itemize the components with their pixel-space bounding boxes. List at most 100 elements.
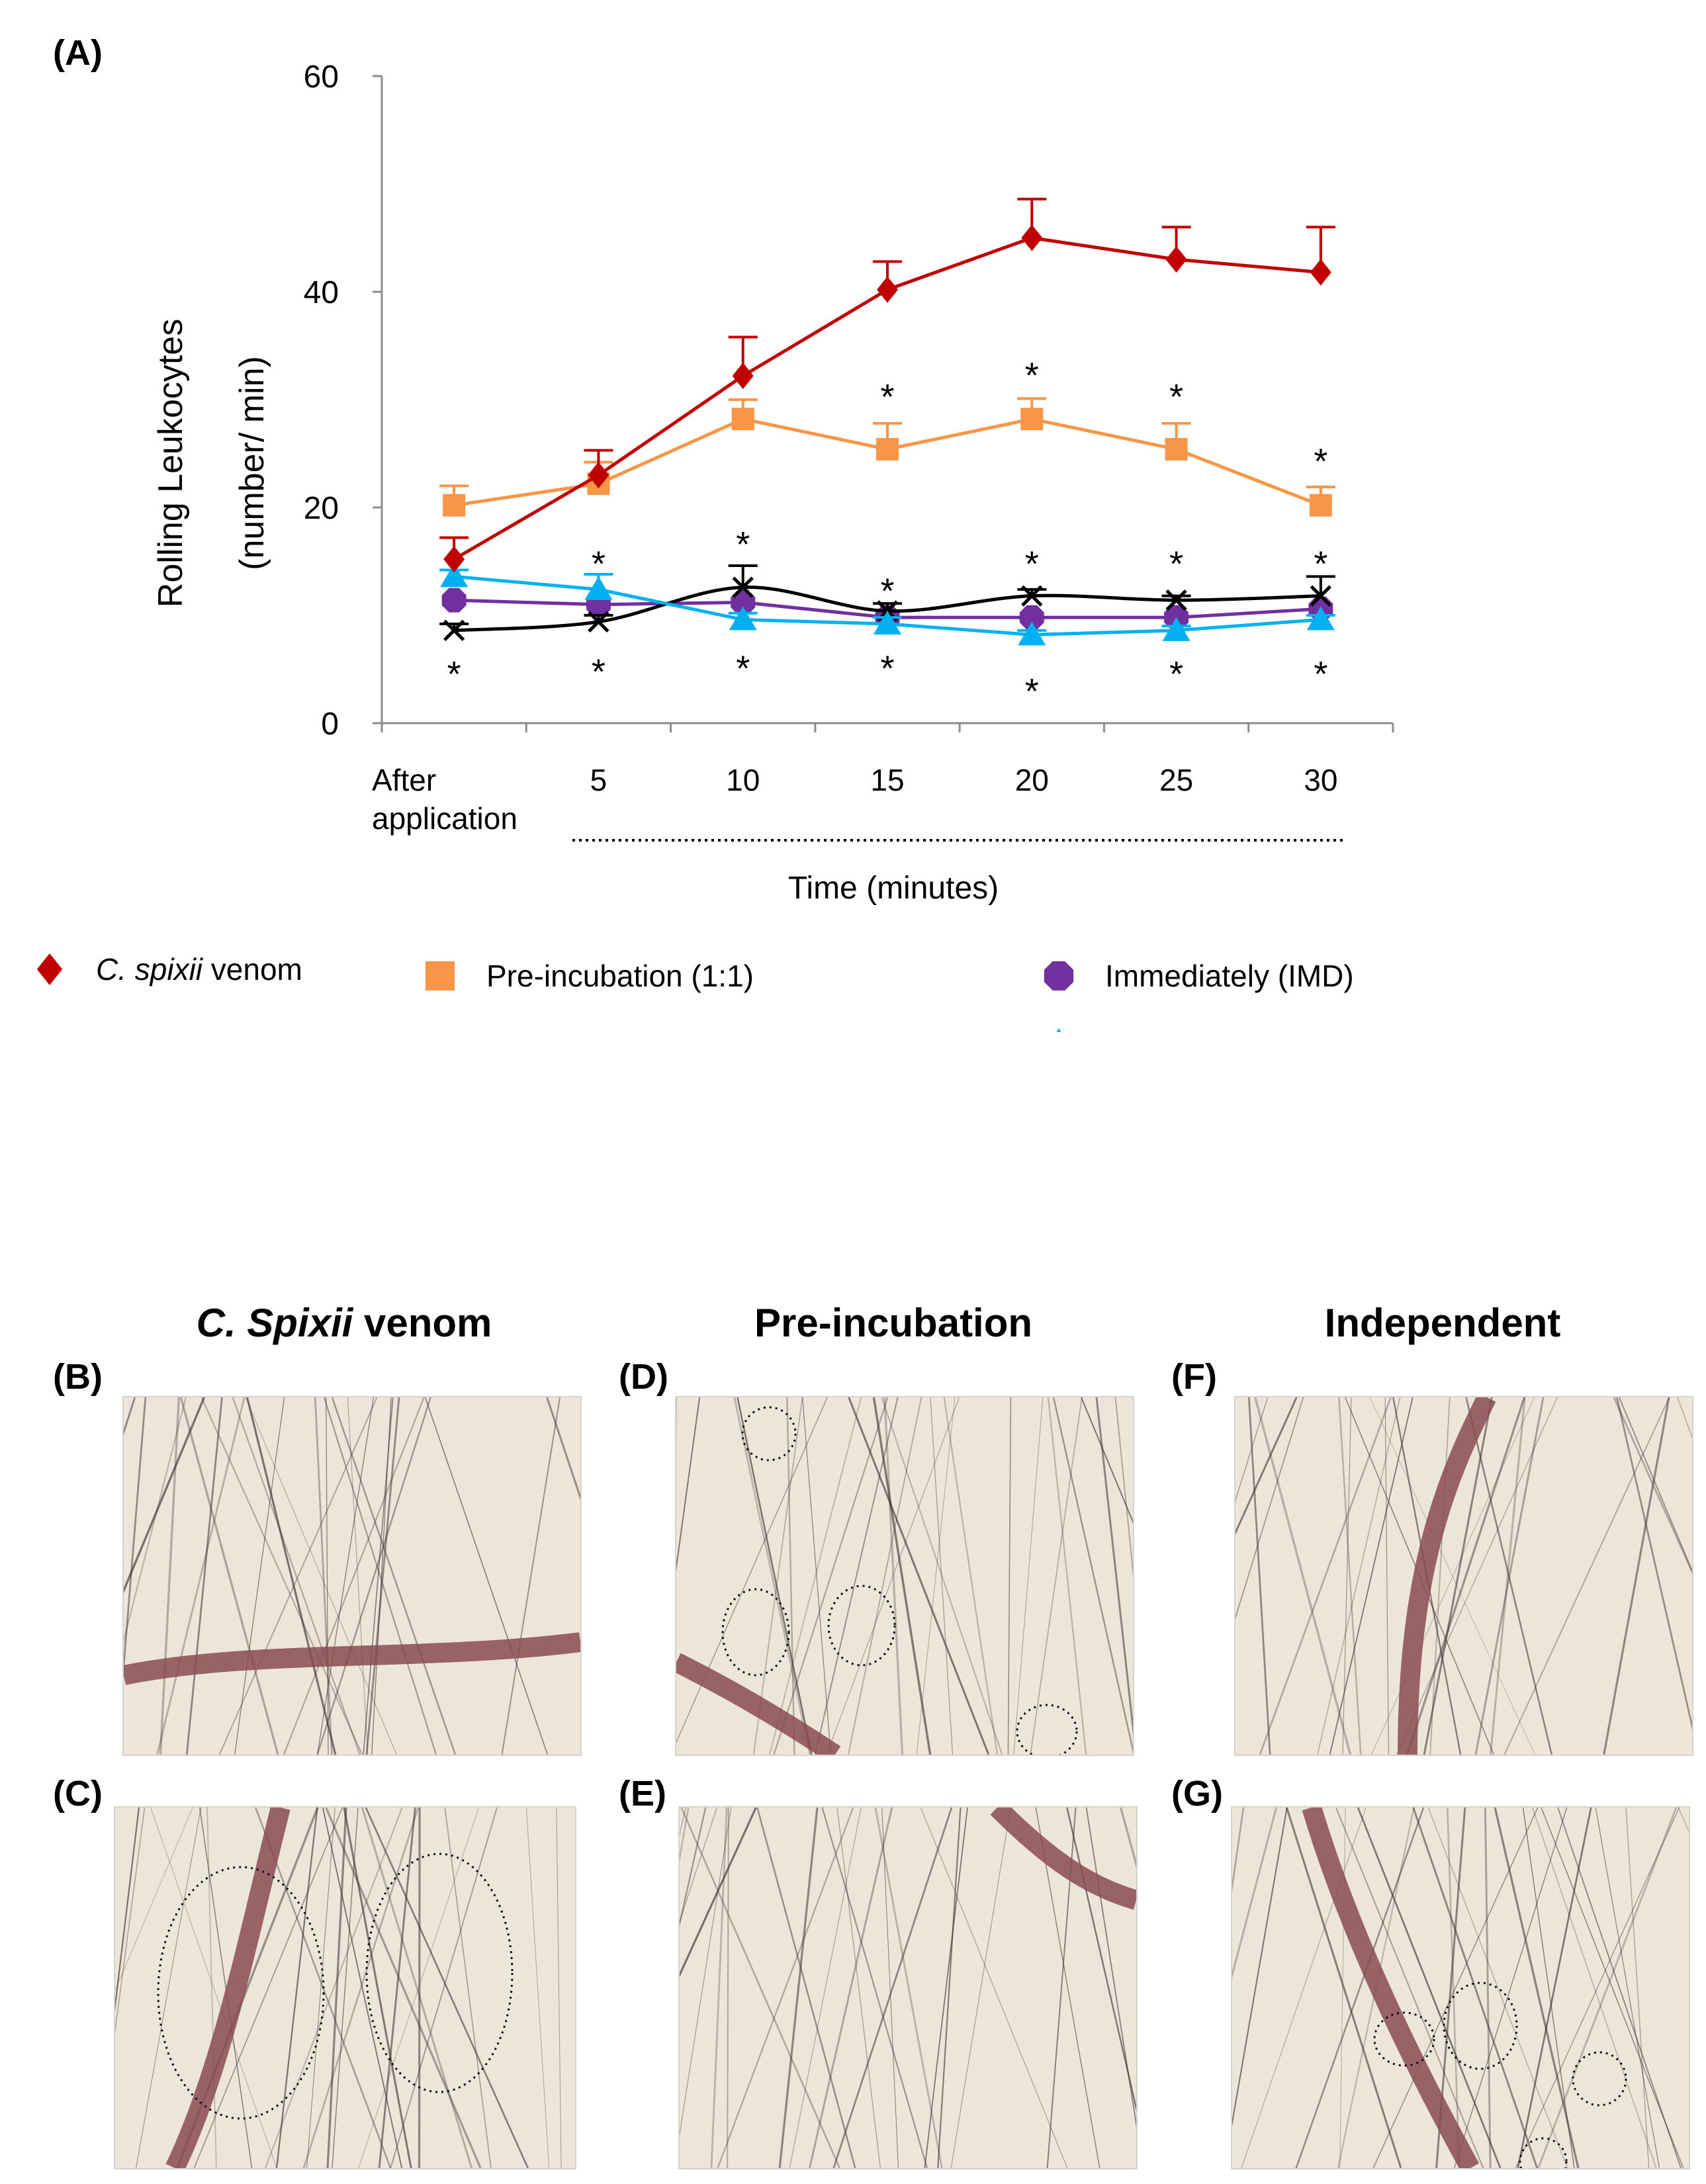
tissue-fiber	[916, 1397, 956, 1755]
data-point-x	[1310, 585, 1332, 607]
tissue-fiber	[193, 1808, 343, 2168]
tissue-fiber	[316, 1397, 375, 1755]
x-tick-label: After application	[372, 763, 517, 836]
micrograph-image	[1231, 1806, 1690, 2169]
line-chart: (A) Rolling Leukocytes (number/ min) 0 20…	[36, 33, 1394, 1032]
cell-circle	[1373, 2011, 1435, 2067]
tissue-fiber	[937, 1808, 962, 2168]
tissue-fiber	[756, 1808, 856, 2168]
tissue-fiber	[546, 1397, 580, 1501]
significance-star: *	[1314, 442, 1327, 482]
data-point-triangle	[440, 563, 469, 588]
tissue-fiber	[680, 1808, 732, 2137]
data-point-diamond	[877, 276, 898, 303]
data-point-diamond	[1310, 259, 1331, 286]
micrograph-drawing	[1235, 1397, 1692, 1755]
column-title-2: Independent	[1324, 1301, 1561, 1345]
tissue-fiber	[950, 1808, 1011, 2168]
tissue-fiber	[1035, 1808, 1100, 2168]
cell-circle	[1443, 1982, 1518, 2070]
legend-label: Pre-incubation (1:2)	[486, 1027, 754, 1032]
data-point-octagon	[441, 588, 467, 613]
tissue-fiber	[365, 1808, 529, 2168]
micrograph-drawing	[1232, 1808, 1689, 2168]
tissue-fiber	[881, 1397, 1003, 1755]
tissue-fiber	[1541, 1808, 1684, 2168]
tissue-fiber	[1427, 1808, 1568, 2168]
tissue-fiber	[306, 1808, 336, 2168]
x-tick-label: 5	[590, 763, 607, 797]
tissue-fiber	[234, 1397, 285, 1755]
x-tick-label: 15	[870, 763, 904, 797]
tissue-fiber	[943, 1397, 999, 1755]
tissue-fiber	[778, 1808, 819, 2168]
y-tick-label: 40	[304, 275, 339, 310]
tissue-fiber	[556, 1808, 562, 2168]
tissue-fiber	[232, 1397, 361, 1755]
legend-label: Immediately (IMD)	[1105, 959, 1354, 993]
tissue-fiber	[159, 1397, 181, 1755]
tissue-fiber	[920, 1808, 1068, 2168]
legend-label: After 15 min	[1105, 1027, 1269, 1032]
data-point-x	[1165, 590, 1187, 611]
data-point-triangle	[1306, 606, 1335, 631]
tissue-fiber	[1339, 1808, 1346, 2168]
data-point-square	[443, 494, 466, 517]
data-point-diamond	[588, 462, 609, 489]
data-point-triangle	[584, 576, 613, 600]
tissue-fiber	[199, 1808, 253, 2168]
tissue-fiber	[361, 1808, 473, 2168]
tissue-fiber	[717, 1808, 854, 2168]
data-point-triangle	[729, 606, 757, 631]
tissue-fiber	[326, 1397, 329, 1755]
tissue-fiber	[789, 1808, 862, 2168]
tissue-fiber	[769, 1397, 862, 1755]
data-point-x	[443, 619, 465, 641]
tissue-fiber	[1081, 1397, 1133, 1524]
significance-star: *	[1025, 545, 1039, 584]
tissue-fiber	[1423, 1397, 1493, 1755]
tissue-fiber	[881, 1808, 899, 2168]
micrograph-image	[122, 1396, 582, 1756]
x-tick-label: 10	[726, 763, 760, 797]
cell-cluster-circle	[157, 1866, 325, 2120]
tissue-fiber	[676, 1397, 828, 1743]
tissue-fiber	[1615, 1397, 1692, 1730]
tissue-fiber	[733, 1397, 811, 1755]
data-point-octagon	[731, 590, 756, 615]
data-point-square	[1165, 437, 1188, 460]
tissue-fiber	[1338, 1397, 1362, 1755]
tissue-fiber	[821, 1808, 928, 2168]
significance-stars: * * * * * * * * * * * * * * * * *	[447, 355, 1328, 711]
tissue-fiber	[501, 1397, 561, 1755]
x-tick-label: 25	[1159, 763, 1193, 797]
tissue-fiber	[275, 1808, 318, 2168]
panel-label-2: (D)	[619, 1357, 668, 1397]
tissue-fiber	[809, 1808, 893, 2168]
tissue-fiber	[1384, 1397, 1389, 1755]
tissue-fiber	[185, 1397, 223, 1755]
tissue-fiber	[1504, 1397, 1670, 1755]
tissue-fiber	[874, 1808, 943, 2168]
tissue-fiber	[1474, 1397, 1545, 1755]
cell-circle	[721, 1588, 790, 1677]
tissue-fiber	[124, 1397, 206, 1594]
blood-vessel	[1398, 1397, 1496, 1755]
tissue-fiber	[752, 1397, 803, 1755]
x-axis-label: Time (minutes)	[788, 871, 999, 906]
x-tick-label: 30	[1304, 763, 1337, 797]
column-title-0: C. Spixii venom	[196, 1301, 492, 1345]
tissue-fiber	[1085, 1808, 1136, 2128]
cell-circle	[1572, 2051, 1627, 2107]
significance-star: *	[880, 377, 894, 417]
data-point-square	[1309, 494, 1332, 517]
series-4	[439, 563, 1335, 646]
column-title-1: Pre-incubation	[754, 1301, 1033, 1345]
series-0	[439, 197, 1335, 573]
panel-label-4: (F)	[1171, 1357, 1217, 1397]
tissue-fiber	[124, 1397, 187, 1643]
tissue-fiber	[786, 1397, 795, 1755]
tissue-fiber	[323, 1397, 437, 1755]
y-axis-label-line2: (number/ min)	[233, 356, 271, 570]
tissue-fiber	[680, 1808, 718, 1923]
